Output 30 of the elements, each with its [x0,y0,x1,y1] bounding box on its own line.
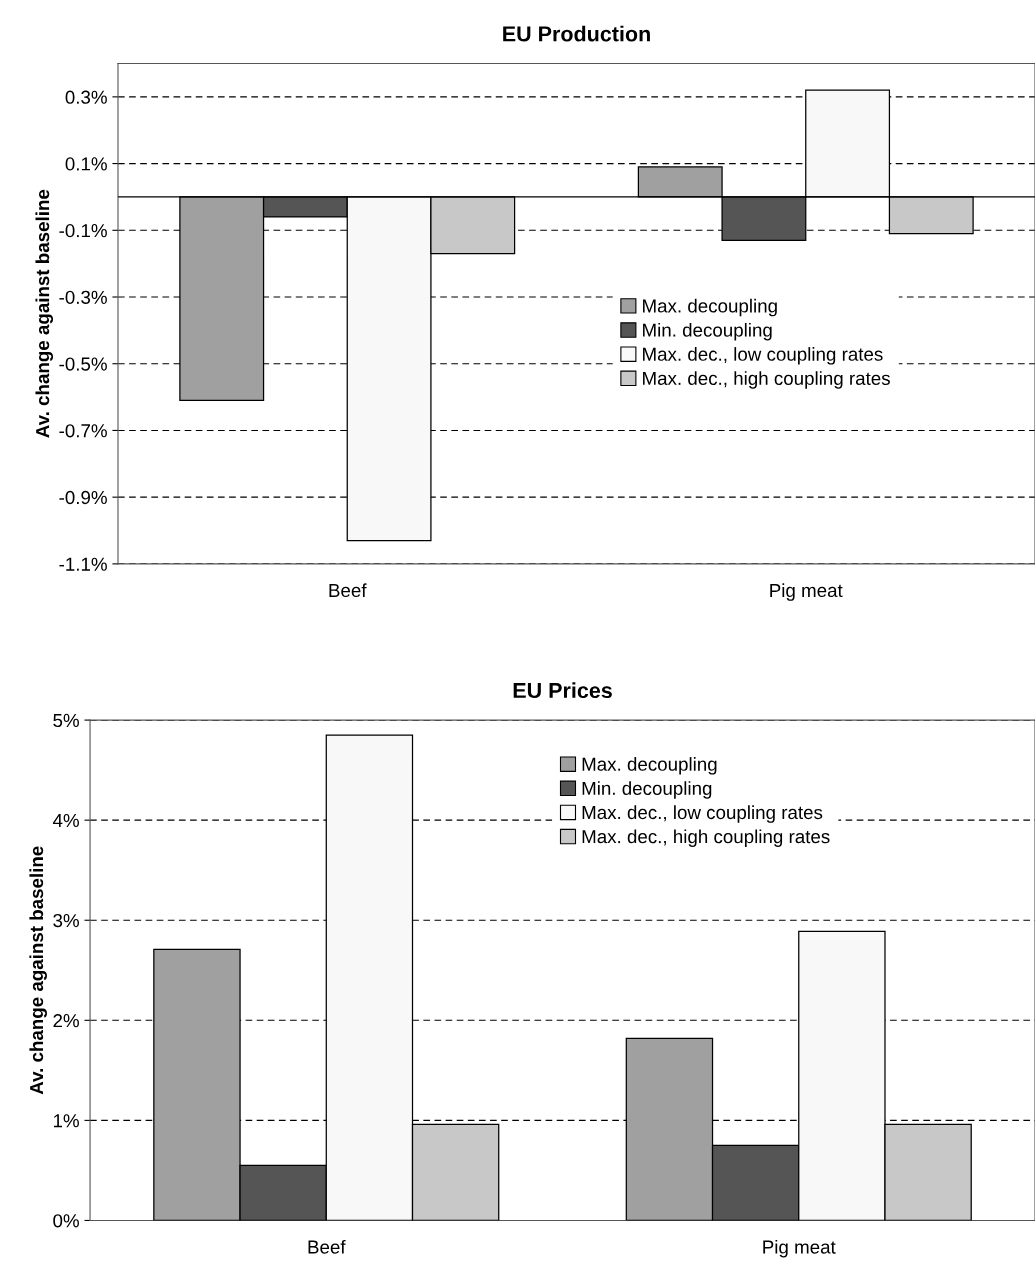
y-tick-label: -1.1% [59,557,107,571]
y-tick-label: -0.9% [59,490,107,505]
x-tick-label: Pig meat [770,583,843,601]
legend-label: Max. dec., low coupling rates [643,347,883,365]
legend-label: Max. dec., high coupling rates [582,829,830,847]
y-tick-label: 0% [53,1214,79,1228]
y-axis-title: Av. change against baseline [29,846,47,1095]
y-tick-label: 4% [52,813,79,828]
y-tick-label: 0.1% [65,157,107,171]
x-tick-label: Beef [308,1239,346,1254]
y-tick-label: 5% [53,713,79,728]
legend-label: Max. decoupling [643,298,777,317]
y-tick-label: -0.3% [59,290,107,304]
y-tick-label: -0.7% [59,424,107,438]
legend-label: Max. dec., low coupling rates [582,805,823,823]
legend-label: Max. dec., high coupling rates [643,371,890,389]
y-tick-label: -0.5% [59,357,107,371]
chart-title: EU Prices [513,682,612,699]
y-tick-label: 1% [53,1114,79,1128]
y-tick-label: 3% [53,913,79,928]
chart-title: EU Production [503,25,650,42]
legend-label: Min. decoupling [582,781,712,799]
y-tick-label: 2% [53,1014,79,1028]
y-tick-label: 0.3% [65,90,107,104]
legend-label: Min. decoupling [643,322,772,341]
y-tick-label: -0.1% [59,223,107,238]
legend-label: Max. decoupling [582,757,717,775]
y-axis-title: Av. change against baseline [35,189,54,438]
x-tick-label: Beef [329,583,367,598]
x-tick-label: Pig meat [763,1239,836,1258]
